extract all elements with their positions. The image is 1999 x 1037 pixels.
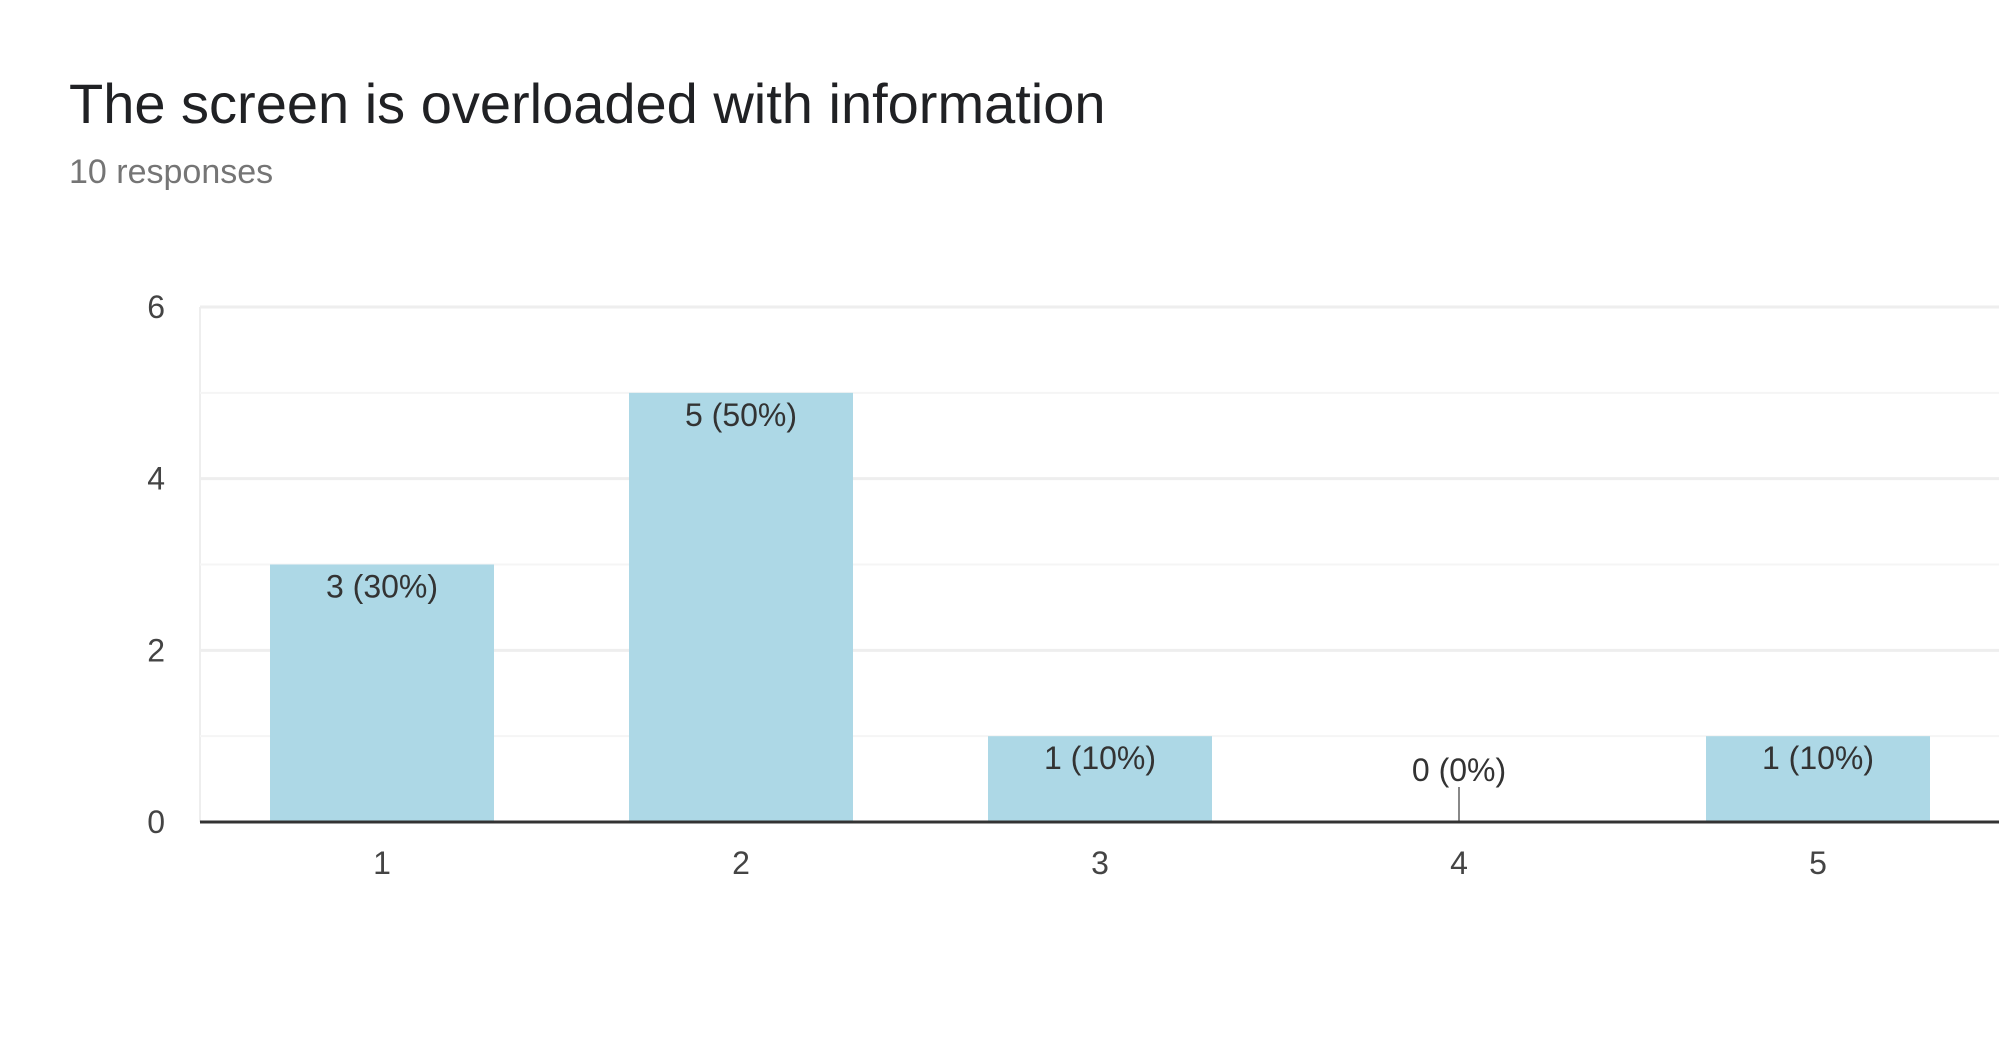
bar[interactable] [1706, 736, 1930, 822]
bars [270, 392, 1930, 823]
x-tick-label: 5 [1809, 845, 1827, 881]
gridlines [199, 305, 1999, 822]
bar[interactable] [988, 736, 1212, 822]
x-tick-label: 1 [373, 845, 391, 881]
y-tick-label: 6 [147, 289, 165, 325]
bar-data-label: 3 (30%) [326, 569, 438, 605]
axes: 0 2 4 6 1 2 3 4 5 [147, 289, 1999, 881]
data-labels: 3 (30%) 5 (50%) 1 (10%) 0 (0%) 1 (10%) [326, 397, 1874, 788]
bar-data-label: 5 (50%) [685, 397, 797, 433]
chart-title: The screen is overloaded with informatio… [69, 72, 1106, 135]
x-tick-label: 2 [732, 845, 750, 881]
x-tick-label: 4 [1450, 845, 1468, 881]
bar[interactable] [270, 564, 494, 823]
response-count: 10 responses [69, 153, 274, 191]
bar-data-label: 1 (10%) [1762, 740, 1874, 776]
bar[interactable] [629, 392, 853, 822]
x-tick-label: 3 [1091, 845, 1109, 881]
bar-data-label: 0 (0%) [1412, 752, 1506, 788]
y-tick-label: 4 [147, 461, 165, 497]
y-tick-label: 0 [147, 804, 165, 840]
y-tick-label: 2 [147, 632, 165, 668]
bar-data-label: 1 (10%) [1044, 740, 1156, 776]
